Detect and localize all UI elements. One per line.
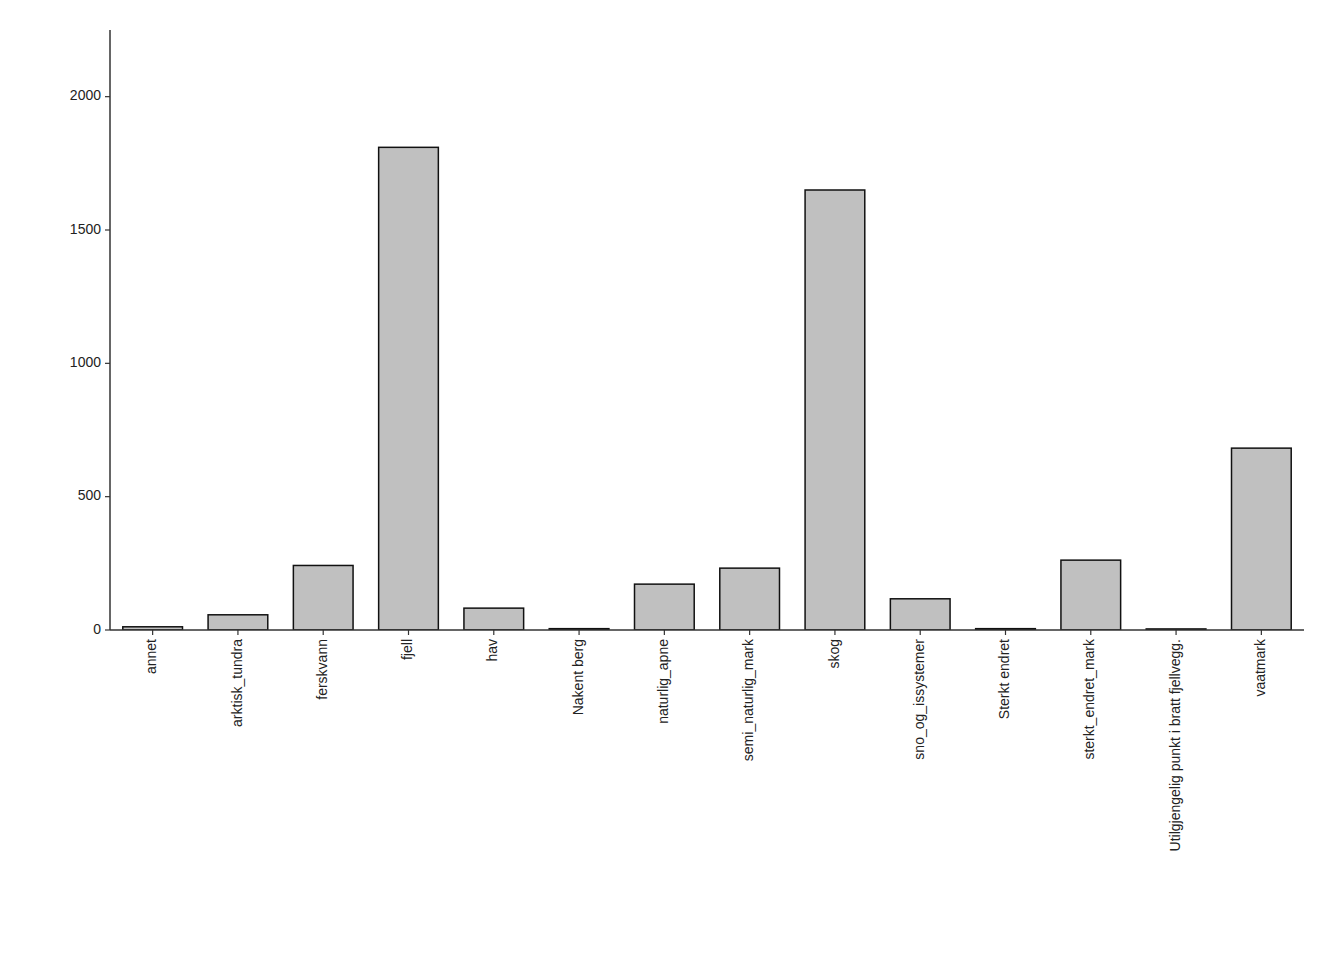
bar [379, 147, 439, 630]
y-tick [105, 96, 110, 97]
x-tick-label: fjell [399, 639, 415, 660]
bar [805, 190, 865, 630]
x-tick-label: hav [484, 639, 500, 662]
x-tick-label: sno_og_issystemer [911, 639, 927, 760]
axes: 0 500 1000 1500 2000 annet arktisk_tundra fersk… [70, 30, 1304, 851]
y-tick-label: 500 [78, 487, 102, 503]
y-tick [105, 229, 110, 230]
bar [1061, 560, 1121, 630]
x-tick-label: skog [826, 639, 842, 669]
y-tick-label: 2000 [70, 87, 101, 103]
x-axis-line [110, 629, 1304, 631]
x-tick [664, 630, 665, 635]
x-tick [920, 630, 921, 635]
x-tick-label: Nakent berg [570, 639, 586, 715]
x-tick [1261, 630, 1262, 635]
x-tick [578, 630, 579, 635]
chart-svg: 0 500 1000 1500 2000 annet arktisk_tundra fersk… [0, 0, 1344, 960]
bar [720, 568, 780, 630]
bar [464, 608, 524, 630]
x-tick [1175, 630, 1176, 635]
x-tick [237, 630, 238, 635]
x-tick [1005, 630, 1006, 635]
x-tick [408, 630, 409, 635]
bar [635, 584, 695, 630]
bar [890, 599, 950, 630]
bar [208, 615, 268, 630]
y-tick-label: 0 [93, 621, 101, 637]
y-tick-label: 1500 [70, 221, 101, 237]
x-tick [152, 630, 153, 635]
x-tick-label: semi_naturlig_mark [740, 638, 756, 761]
bars [123, 147, 1291, 630]
y-tick [105, 629, 110, 630]
y-tick-label: 1000 [70, 354, 101, 370]
x-tick [493, 630, 494, 635]
x-tick [323, 630, 324, 635]
x-tick-label: arktisk_tundra [229, 639, 245, 727]
x-tick-label: Sterkt endret [996, 639, 1012, 719]
x-tick-label: ferskvann [314, 639, 330, 700]
x-tick [749, 630, 750, 635]
x-tick-label: annet [143, 639, 159, 674]
bar [293, 565, 353, 630]
x-tick [834, 630, 835, 635]
page: {"chart_data": {"type": "bar", "categori… [0, 0, 1344, 960]
x-tick-label: Utilgjengelig punkt i bratt fjellvegg. [1167, 639, 1183, 851]
y-axis-line [109, 30, 111, 630]
y-tick [105, 496, 110, 497]
chart-container: 0 500 1000 1500 2000 annet arktisk_tundra fersk… [0, 0, 1344, 960]
x-tick [1090, 630, 1091, 635]
bar [1232, 448, 1292, 630]
x-tick-label: vaatmark [1252, 638, 1268, 697]
x-tick-label: sterkt_endret_mark [1081, 638, 1097, 760]
y-tick [105, 363, 110, 364]
x-tick-label: naturlig_apne [655, 639, 671, 724]
